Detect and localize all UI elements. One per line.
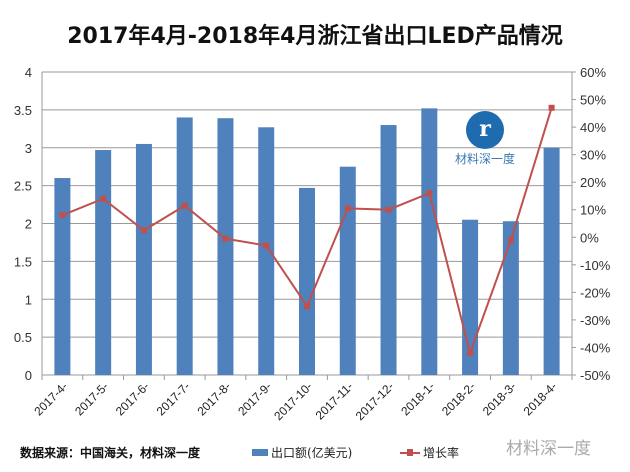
x-tick-label: 2017-4- [31, 379, 70, 418]
y-right-tick-label: 50% [580, 93, 606, 108]
bar [54, 178, 71, 375]
y-right-tick-label: 10% [580, 203, 606, 218]
y-right-tick-label: 20% [580, 175, 606, 190]
x-tick-label: 2017-12- [353, 379, 397, 423]
bar [217, 118, 234, 376]
y-left-tick-label: 2 [25, 217, 32, 232]
legend-bar-label: 出口额(亿美元) [271, 446, 353, 460]
x-tick-label: 2017-10- [271, 379, 315, 423]
y-left-tick-label: 0.5 [14, 330, 32, 345]
x-tick-label: 2018-3- [480, 379, 519, 418]
growth-point [344, 205, 351, 212]
y-right-tick-label: 40% [580, 120, 606, 135]
bar [176, 117, 193, 375]
bar [258, 127, 275, 375]
legend-bar-swatch [252, 449, 268, 456]
x-tick-label: 2017-11- [313, 379, 356, 422]
chart-title: 2017年4月-2018年4月浙江省出口LED产品情况 [67, 24, 563, 49]
source-note: 数据来源：中国海关，材料深一度 [20, 446, 201, 460]
logo-mark: r [479, 116, 491, 142]
growth-point [385, 206, 392, 213]
growth-point [548, 104, 555, 111]
y-right-tick-label: -40% [580, 340, 611, 355]
bar [95, 150, 112, 375]
legend-line-swatch [400, 448, 420, 456]
y-right-tick-label: -50% [580, 368, 611, 383]
y-left-tick-label: 4 [25, 65, 32, 80]
growth-point [426, 190, 433, 197]
y-right-tick-label: 60% [580, 65, 606, 80]
growth-point [59, 212, 66, 219]
bar [380, 125, 397, 376]
bar [339, 166, 356, 375]
logo-icon [466, 111, 504, 149]
y-left-tick-label: 1.5 [14, 254, 32, 269]
y-left-tick-label: 1 [25, 292, 32, 307]
y-right-tick-label: -30% [580, 313, 611, 328]
bar [299, 187, 315, 375]
x-tick-label: 2017-9- [235, 379, 274, 418]
y-right-tick-label: -10% [580, 258, 611, 273]
y-right-tick-label: -20% [580, 285, 611, 300]
legend-line-label: 增长率 [423, 446, 460, 460]
watermark: 材料深一度 [506, 439, 591, 459]
growth-point [263, 242, 270, 249]
bar [502, 221, 519, 375]
y-left-tick-label: 2.5 [14, 179, 32, 194]
x-tick-label: 2017-7- [154, 379, 193, 418]
bar [421, 108, 438, 376]
x-tick-label: 2018-1- [398, 379, 437, 418]
x-tick-label: 2018-4- [521, 379, 560, 418]
y-left-tick-label: 3.5 [14, 103, 32, 118]
legend-bar: 出口额(亿美元) [252, 444, 352, 461]
growth-point [181, 202, 188, 209]
growth-point [222, 235, 229, 242]
y-left-tick-label: 3 [25, 141, 32, 156]
logo-text: 材料深一度 [455, 151, 515, 166]
y-right-tick-label: 30% [580, 148, 606, 163]
legend-line: 增长率 [400, 444, 459, 461]
y-right-tick-label: 0% [580, 230, 599, 245]
x-tick-label: 2017-8- [194, 379, 233, 418]
bar [135, 143, 152, 375]
growth-point [467, 349, 474, 356]
y-left-tick-label: 0 [25, 368, 32, 383]
x-tick-label: 2017-6- [113, 379, 152, 418]
x-tick-label: 2018-2- [439, 379, 478, 418]
x-tick-label: 2017-5- [72, 379, 111, 418]
growth-point [304, 303, 310, 310]
growth-point [140, 227, 147, 234]
growth-point [507, 237, 514, 244]
bar [543, 147, 560, 375]
growth-point [100, 195, 107, 202]
